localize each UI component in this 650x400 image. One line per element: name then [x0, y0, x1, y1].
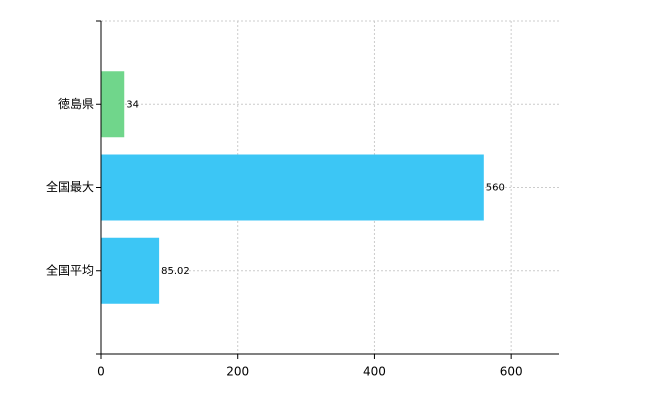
y-tick-label: 全国最大 — [46, 179, 94, 194]
bar — [101, 71, 125, 138]
value-label: 560 — [486, 183, 505, 194]
y-tick-label: 全国平均 — [46, 262, 94, 277]
bar — [101, 154, 484, 221]
x-tick-label: 200 — [226, 365, 249, 379]
value-label: 34 — [126, 99, 139, 110]
x-tick-label: 400 — [363, 365, 386, 379]
bar — [101, 237, 160, 304]
x-tick-label: 0 — [97, 365, 105, 379]
y-tick-label: 徳島県 — [58, 96, 94, 111]
x-tick-label: 600 — [500, 365, 523, 379]
value-label: 85.02 — [161, 266, 190, 277]
